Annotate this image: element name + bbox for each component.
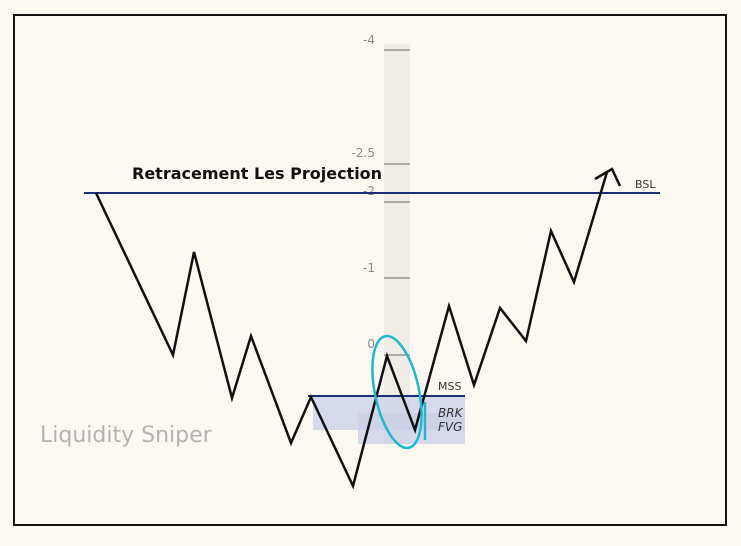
fib-label-minus-2: -2 (363, 184, 375, 198)
highlight-ellipse (371, 334, 423, 450)
mss-label: MSS (438, 380, 461, 393)
watermark-text: Liquidity Sniper (40, 423, 213, 448)
fib-ticks (384, 49, 410, 356)
fib-label-minus-4: -4 (363, 33, 375, 47)
diagram-title: Retracement Les Projection (132, 164, 382, 183)
fib-label-0: 0 (367, 337, 375, 351)
fvg-label: FVG (438, 420, 462, 434)
fib-ruler (384, 44, 410, 444)
fib-label-minus-1: -1 (363, 261, 375, 275)
price-path (94, 171, 609, 490)
brk-label: BRK (438, 406, 464, 420)
bsl-label: BSL (635, 178, 656, 191)
arrow-head-icon (594, 167, 622, 187)
fib-label-minus-2-5: -2.5 (352, 146, 375, 160)
